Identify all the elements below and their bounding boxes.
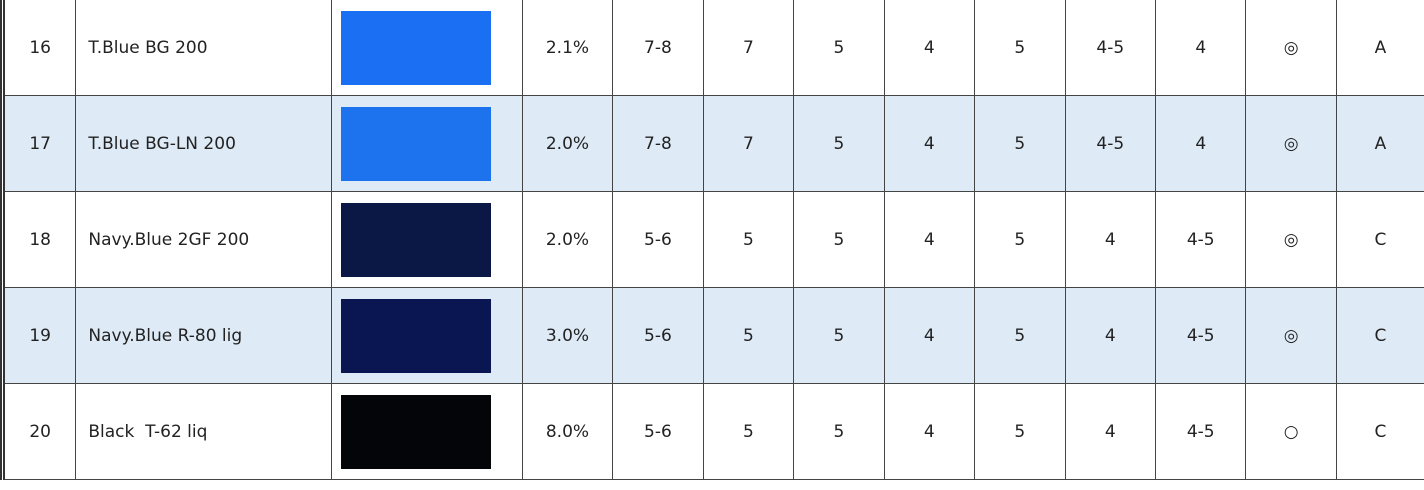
cell: 8.0%	[522, 384, 612, 480]
cell: 7	[703, 96, 793, 192]
row-number: 20	[3, 384, 76, 480]
cell: 2.0%	[522, 96, 612, 192]
cell: 4	[884, 384, 974, 480]
swatch-cell	[331, 384, 522, 480]
cell: 5	[975, 384, 1065, 480]
cell: 4-5	[1065, 0, 1155, 96]
cell: 4-5	[1156, 384, 1246, 480]
row-number: 16	[3, 0, 76, 96]
cell: 5-6	[613, 288, 703, 384]
cell: ○	[1246, 384, 1336, 480]
cell: 5-6	[613, 192, 703, 288]
cell: C	[1336, 288, 1424, 384]
cell: ◎	[1246, 288, 1336, 384]
row-number: 17	[3, 96, 76, 192]
cell: ◎	[1246, 0, 1336, 96]
cell: 4	[1156, 96, 1246, 192]
cell: 5	[703, 288, 793, 384]
color-swatch	[341, 11, 491, 85]
cell: 3.0%	[522, 288, 612, 384]
cell: 5	[975, 288, 1065, 384]
cell: 4	[1065, 384, 1155, 480]
cell: C	[1336, 192, 1424, 288]
cell: 4	[1065, 288, 1155, 384]
color-swatch	[341, 107, 491, 181]
cell: 5	[975, 192, 1065, 288]
cell: 4	[1156, 0, 1246, 96]
cell: 4	[884, 288, 974, 384]
color-swatch	[341, 395, 491, 469]
cell: 5-6	[613, 384, 703, 480]
swatch-cell	[331, 192, 522, 288]
cell: 5	[975, 96, 1065, 192]
cell: 5	[703, 384, 793, 480]
color-swatch	[341, 203, 491, 277]
cell: 2.0%	[522, 192, 612, 288]
cell: 4-5	[1156, 192, 1246, 288]
cell: 5	[703, 192, 793, 288]
cell: A	[1336, 96, 1424, 192]
cell: 4	[884, 192, 974, 288]
dye-name: Navy.Blue 2GF 200	[76, 192, 331, 288]
cell: C	[1336, 384, 1424, 480]
cell: 4-5	[1065, 96, 1155, 192]
cell: 5	[794, 192, 884, 288]
cell: 5	[794, 288, 884, 384]
dye-name: T.Blue BG-LN 200	[76, 96, 331, 192]
cell: 4	[884, 96, 974, 192]
cell: 5	[794, 96, 884, 192]
cell: ◎	[1246, 192, 1336, 288]
cell: 4-5	[1156, 288, 1246, 384]
color-swatch	[341, 299, 491, 373]
dye-name: Navy.Blue R-80 lig	[76, 288, 331, 384]
page: 16T.Blue BG 2002.1%7-875454-54◎A17T.Blue…	[0, 0, 1424, 490]
cell: 2.1%	[522, 0, 612, 96]
cell: 4	[1065, 192, 1155, 288]
swatch-cell	[331, 0, 522, 96]
cell: A	[1336, 0, 1424, 96]
row-number: 19	[3, 288, 76, 384]
dye-name: T.Blue BG 200	[76, 0, 331, 96]
cell: 7	[703, 0, 793, 96]
swatch-cell	[331, 96, 522, 192]
cell: 7-8	[613, 96, 703, 192]
cell: 4	[884, 0, 974, 96]
swatch-cell	[331, 288, 522, 384]
cell: ◎	[1246, 96, 1336, 192]
row-number: 18	[3, 192, 76, 288]
cell: 7-8	[613, 0, 703, 96]
cell: 5	[975, 0, 1065, 96]
dye-name: Black T-62 liq	[76, 384, 331, 480]
cell: 5	[794, 384, 884, 480]
cell: 5	[794, 0, 884, 96]
